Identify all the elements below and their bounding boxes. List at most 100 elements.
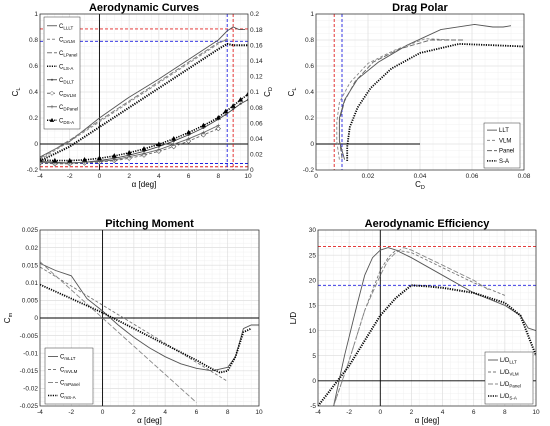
legend-label: CmPanel xyxy=(60,381,80,388)
data-point xyxy=(237,97,244,102)
y-tick-label: 15 xyxy=(309,303,317,310)
data-point xyxy=(171,143,177,150)
legend-label: CmS-A xyxy=(60,394,76,401)
legend-label: L/DPanel xyxy=(500,382,521,389)
data-point xyxy=(185,129,192,135)
y-tick-label: 10 xyxy=(309,328,317,335)
legend-box xyxy=(44,347,94,405)
legend-item: CLPanel xyxy=(47,51,77,58)
y-tick-label: 0.8 xyxy=(29,37,38,44)
x-tick-label: 0 xyxy=(101,409,105,416)
legend-label: L/DVLM xyxy=(500,370,519,377)
y-tick-label: -0.2 xyxy=(27,167,39,174)
series-line-4 xyxy=(318,284,536,406)
data-point xyxy=(67,157,73,163)
series-line-2 xyxy=(333,249,506,406)
x-tick-label: 10 xyxy=(532,409,540,416)
chart-title: Aerodynamic Curves xyxy=(89,2,199,14)
series-8 xyxy=(40,91,248,163)
series-line-3 xyxy=(40,261,197,403)
y-tick-label: -0.015 xyxy=(20,368,39,375)
y-axis-label: L/D xyxy=(289,312,298,325)
series-line-3 xyxy=(40,39,228,159)
x-tick-label: -4 xyxy=(37,173,43,180)
legend-item: CLLLT xyxy=(47,24,74,30)
data-point xyxy=(230,103,236,108)
grid xyxy=(317,229,537,407)
data-point xyxy=(232,108,235,111)
legend-item: L/DS-A xyxy=(488,394,517,401)
x-tick-label: 4 xyxy=(441,409,445,416)
data-point xyxy=(201,130,206,135)
series-3 xyxy=(40,39,228,159)
data-point xyxy=(224,113,227,116)
x-tick-label: 8 xyxy=(226,409,230,416)
legend-item: Panel xyxy=(487,149,514,155)
x-tick-label: 0 xyxy=(98,173,102,180)
data-point xyxy=(156,141,162,147)
legend-item: CLS-A xyxy=(47,64,73,71)
y-tick-label: 0.8 xyxy=(305,37,314,44)
series-2 xyxy=(40,38,228,160)
y-tick-label: 0 xyxy=(312,378,316,385)
data-point xyxy=(142,151,146,156)
series-2 xyxy=(40,266,228,382)
y-tick-label: 0.005 xyxy=(22,298,39,305)
y2-tick-label: 0.1 xyxy=(250,89,259,96)
x-tick-label: 8 xyxy=(216,173,220,180)
x-tick-label: -2 xyxy=(67,173,73,180)
legend-label: S-A xyxy=(499,159,509,165)
legend-item: L/DVLM xyxy=(488,370,519,377)
y-tick-label: -0.005 xyxy=(20,333,39,340)
legend-label: L/DLLT xyxy=(500,358,517,365)
x-tick-label: 2 xyxy=(132,409,136,416)
legend-label: CDLLT xyxy=(59,78,74,85)
y-axis-label: CL xyxy=(287,88,298,97)
legend-label: Panel xyxy=(499,149,514,155)
series-2 xyxy=(336,38,454,160)
legend-marker xyxy=(51,78,53,81)
legend-label: LLT xyxy=(499,128,509,134)
legend-label: CDS-A xyxy=(59,118,74,125)
x-tick-label: 0.02 xyxy=(362,173,375,180)
data-point xyxy=(127,154,131,159)
x-tick-label: 4 xyxy=(157,173,161,180)
data-point xyxy=(215,126,221,132)
data-point xyxy=(52,157,58,163)
data-point xyxy=(40,157,43,162)
y2-tick-label: 0.12 xyxy=(250,74,263,81)
data-point xyxy=(171,142,176,147)
legend-label: CLPanel xyxy=(59,51,77,58)
legend-item: CLVLM xyxy=(47,37,75,44)
plot-frame xyxy=(39,13,249,171)
data-point xyxy=(239,102,242,105)
y-tick-label: 0.025 xyxy=(22,227,39,234)
x-axis-label: CD xyxy=(415,180,425,191)
data-point xyxy=(171,136,177,141)
x-tick-label: 0 xyxy=(314,173,318,180)
series-line-1 xyxy=(40,262,259,372)
data-point xyxy=(96,155,103,161)
data-point xyxy=(157,147,161,152)
y-tick-label: 0.4 xyxy=(29,89,38,96)
plot-frame xyxy=(317,229,537,407)
legend: CmLLT CmVLM CmPanel CmS-A xyxy=(44,347,94,405)
series-line-4 xyxy=(40,283,252,374)
y-tick-label: -0.02 xyxy=(23,386,38,393)
y-tick-label: 0.6 xyxy=(305,63,314,70)
series-line-4 xyxy=(40,42,248,162)
chart-title: Aerodynamic Efficiency xyxy=(365,218,491,230)
legend-item: CDPanel xyxy=(47,105,78,111)
y-tick-label: 0.2 xyxy=(29,115,38,122)
x-tick-label: 2 xyxy=(127,173,131,180)
series-line-3 xyxy=(338,39,465,159)
series-1 xyxy=(40,26,245,158)
data-point xyxy=(81,157,88,162)
series-line-1 xyxy=(333,247,536,406)
y2-tick-label: 0.02 xyxy=(250,152,263,159)
series-4 xyxy=(40,42,248,162)
y-tick-label: 20 xyxy=(309,277,317,284)
y2-tick-label: 0.04 xyxy=(250,136,263,143)
x-tick-label: 0 xyxy=(378,409,382,416)
legend-item: L/DLLT xyxy=(488,358,517,365)
